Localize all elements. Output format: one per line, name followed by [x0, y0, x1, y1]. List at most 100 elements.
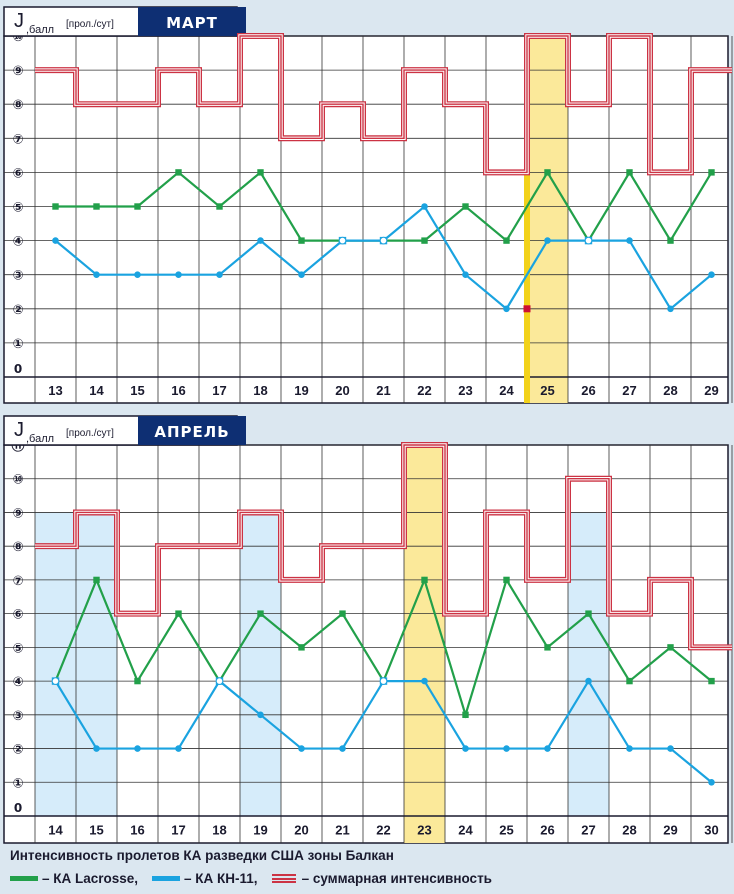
x-tick-label: 24 — [458, 823, 473, 838]
marker-point — [523, 305, 531, 313]
x-tick-label: 22 — [417, 383, 431, 398]
legend-item-lacrosse: – КА Lacrosse, — [10, 871, 138, 886]
x-tick-label: 26 — [540, 823, 554, 838]
series-lacrosse-point — [626, 677, 633, 685]
legend-swatch-lacrosse — [10, 876, 38, 881]
series-kh11-point — [379, 236, 388, 245]
series-lacrosse-point — [175, 610, 182, 617]
x-tick-label: 25 — [540, 383, 554, 398]
series-kh11-point — [215, 677, 224, 685]
shaded-column — [240, 512, 281, 816]
series-kh11-point — [339, 745, 346, 752]
series-lacrosse-point — [257, 169, 264, 176]
x-tick-label: 21 — [335, 823, 349, 838]
series-lacrosse-point — [257, 610, 264, 617]
legend-label-lacrosse: – КА Lacrosse, — [42, 871, 139, 886]
series-kh11-point — [257, 237, 264, 244]
y-tick-label: ⑨ — [12, 64, 23, 79]
y-axis-label-main: J — [14, 10, 24, 32]
series-kh11-point — [52, 237, 59, 244]
y-tick-label: ② — [12, 303, 23, 318]
x-tick-label: 21 — [376, 383, 390, 398]
legend-label-total: – суммарная интенсивность — [301, 871, 492, 886]
series-lacrosse-point — [667, 237, 674, 244]
x-tick-label: 26 — [581, 383, 595, 398]
series-kh11-point — [462, 745, 469, 752]
series-kh11-point — [134, 271, 141, 279]
series-lacrosse-point — [667, 644, 674, 651]
series-kh11-point — [216, 271, 223, 279]
x-tick-label: 22 — [376, 823, 390, 838]
series-kh11-point — [585, 677, 592, 685]
y-tick-label: 0 — [14, 362, 22, 376]
series-lacrosse-point — [52, 203, 59, 210]
series-kh11-point — [667, 305, 674, 313]
series-lacrosse-point — [585, 610, 592, 617]
series-kh11-point — [257, 711, 264, 719]
series-lacrosse-point — [708, 677, 715, 685]
series-lacrosse-point — [708, 169, 715, 176]
x-tick-label: 20 — [294, 823, 308, 838]
y-tick-label: ⑦ — [12, 132, 23, 147]
y-tick-label: ① — [12, 337, 23, 352]
y-axis-unit: [прол./сут] — [66, 19, 114, 30]
x-tick-label: 17 — [171, 823, 185, 838]
shaded-column — [76, 512, 117, 816]
series-kh11-point — [626, 745, 633, 752]
y-axis-unit: [прол./сут] — [66, 428, 114, 439]
x-tick-label: 23 — [417, 823, 431, 838]
series-lacrosse-point — [298, 237, 305, 244]
y-tick-label: ⑩ — [12, 30, 23, 45]
chart-caption: Интенсивность пролетов КА разведки США з… — [10, 848, 394, 863]
series-lacrosse-point — [503, 237, 510, 244]
series-kh11-point — [708, 778, 715, 786]
x-tick-label: 16 — [171, 383, 185, 398]
series-kh11-point — [503, 305, 510, 313]
y-tick-label: ④ — [12, 675, 23, 690]
series-total-inner — [35, 35, 732, 174]
series-lacrosse-point — [544, 169, 551, 176]
series-lacrosse-point — [298, 644, 305, 651]
legend-item-kh11: – КА КН-11, — [152, 871, 258, 886]
y-tick-label: ⑤ — [12, 641, 23, 656]
plot-frame — [3, 35, 729, 404]
series-kh11-point — [379, 677, 388, 685]
x-tick-label: 24 — [499, 383, 514, 398]
x-tick-label: 30 — [704, 823, 718, 838]
legend: – КА Lacrosse, – КА КН-11, – суммарная и… — [10, 871, 506, 886]
series-kh11-point — [338, 236, 347, 245]
x-tick-label: 18 — [212, 823, 226, 838]
legend-swatch-kh11 — [152, 876, 181, 881]
x-tick-label: 15 — [89, 823, 103, 838]
x-tick-label: 27 — [622, 383, 636, 398]
highlight-column — [404, 447, 445, 843]
series-kh11-point — [544, 237, 551, 244]
month-badge-label: АПРЕЛЬ — [154, 423, 229, 441]
y-tick-label: ② — [12, 743, 23, 758]
series-lacrosse-point — [339, 610, 346, 617]
series-kh11-point — [134, 745, 141, 752]
x-tick-label: 20 — [335, 383, 349, 398]
series-lacrosse-point — [421, 576, 428, 584]
marker-line — [524, 40, 530, 403]
series-total-inner — [35, 444, 732, 649]
series-kh11-point — [503, 745, 510, 752]
x-tick-label: 19 — [294, 383, 308, 398]
series-lacrosse-point — [175, 169, 182, 176]
y-axis-label-sub: ,балл — [26, 433, 54, 445]
series-lacrosse-point — [462, 711, 469, 719]
x-tick-label: 17 — [212, 383, 226, 398]
x-tick-label: 16 — [130, 823, 144, 838]
series-kh11-point — [708, 271, 715, 279]
series-kh11-point — [298, 271, 305, 279]
y-axis-label-main: J — [14, 419, 24, 441]
series-kh11-point — [626, 237, 633, 244]
x-tick-label: 29 — [704, 383, 718, 398]
x-tick-label: 19 — [253, 823, 267, 838]
y-tick-label: ③ — [12, 269, 23, 284]
x-tick-label: 28 — [663, 383, 677, 398]
y-tick-label: ⑥ — [12, 166, 23, 181]
series-lacrosse-point — [216, 203, 223, 210]
series-lacrosse-point — [93, 576, 100, 584]
